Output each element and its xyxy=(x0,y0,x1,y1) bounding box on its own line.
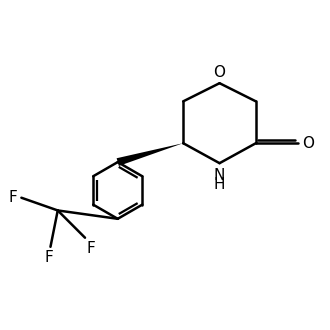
Text: F: F xyxy=(8,190,17,205)
Polygon shape xyxy=(116,143,183,166)
Text: H: H xyxy=(214,177,225,192)
Text: O: O xyxy=(214,65,225,80)
Text: O: O xyxy=(302,136,314,151)
Text: F: F xyxy=(87,241,96,256)
Text: F: F xyxy=(44,250,53,265)
Text: N: N xyxy=(214,168,225,182)
